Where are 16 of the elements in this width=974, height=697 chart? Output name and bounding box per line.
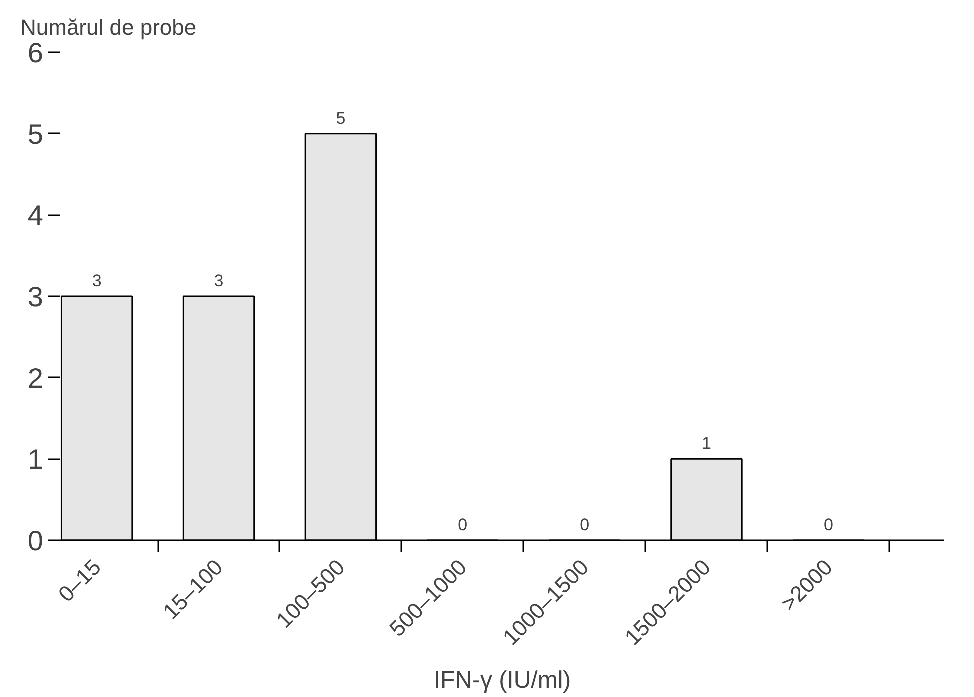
y-tick-label: 5 xyxy=(28,118,44,150)
y-tick-label: 0 xyxy=(28,526,44,556)
data-label: 0 xyxy=(824,516,834,534)
x-axis-title: IFN-γ (IU/ml) xyxy=(434,667,572,694)
data-label: 5 xyxy=(336,108,346,128)
y-tick-label: 6 xyxy=(28,38,44,68)
y-tick-label: 3 xyxy=(28,282,44,312)
data-label: 0 xyxy=(580,516,590,534)
data-label: 3 xyxy=(92,272,102,290)
data-label: 1 xyxy=(702,434,712,454)
data-label: 3 xyxy=(214,272,224,290)
y-tick-label: 4 xyxy=(28,200,44,232)
y-tick-label: 2 xyxy=(28,362,44,394)
y-axis-title: Numărul de probe xyxy=(20,15,197,40)
y-tick-label: 1 xyxy=(28,444,44,476)
data-label: 0 xyxy=(458,516,468,534)
